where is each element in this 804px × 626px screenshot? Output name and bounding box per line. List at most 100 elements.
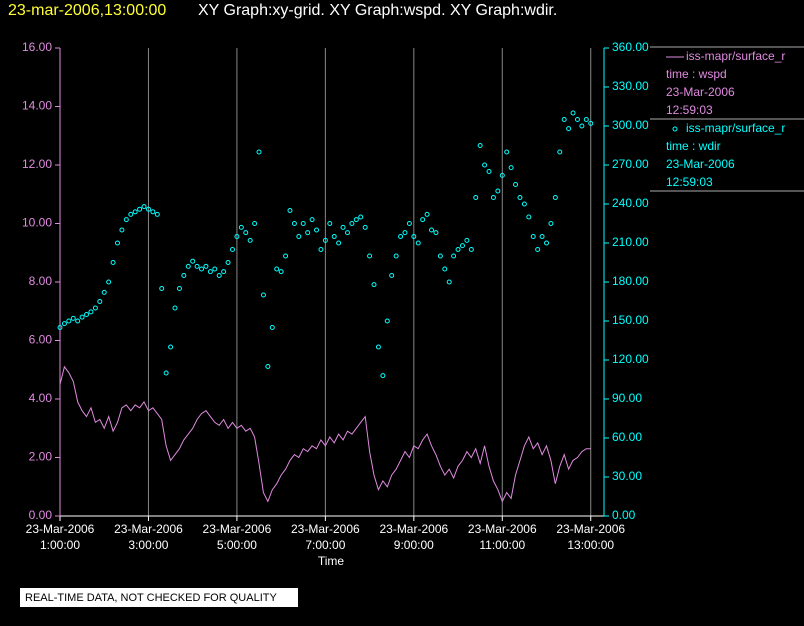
data-point: [322, 237, 328, 243]
data-point: [84, 312, 90, 317]
data-point: [212, 266, 218, 272]
data-point: [495, 188, 501, 194]
data-point: [336, 240, 342, 246]
data-point: [163, 370, 169, 376]
legend-detail: 23-Mar-2006: [666, 85, 735, 99]
data-point: [61, 321, 67, 327]
y2-tick-label: 180.00: [612, 274, 649, 288]
data-point: [490, 195, 496, 200]
x-tick-label: 5:00:00: [217, 538, 257, 552]
data-point: [110, 260, 116, 265]
data-point: [566, 126, 572, 132]
data-point: [358, 214, 364, 220]
y-tick-label: 14.00: [22, 99, 52, 113]
data-point: [468, 247, 474, 252]
y-tick-label: 12.00: [22, 157, 52, 171]
data-point: [331, 234, 337, 239]
data-point: [269, 325, 275, 330]
x-tick-label: 23-Mar-2006: [203, 522, 272, 536]
data-point: [216, 273, 222, 278]
data-point: [92, 305, 98, 311]
data-point: [172, 305, 178, 311]
data-point: [265, 364, 271, 369]
data-point: [274, 266, 280, 272]
data-point: [393, 253, 399, 259]
data-point: [398, 234, 404, 239]
x-tick-label: 23-Mar-2006: [26, 522, 95, 536]
data-point: [588, 120, 594, 126]
data-point: [513, 182, 519, 187]
data-point: [561, 117, 567, 122]
legend-detail: time : wspd: [666, 67, 727, 81]
x-tick-label: 3:00:00: [128, 538, 168, 552]
data-point: [79, 314, 85, 320]
y2-tick-label: 270.00: [612, 157, 649, 171]
data-point: [557, 149, 563, 155]
x-tick-label: 23-Mar-2006: [291, 522, 360, 536]
y-tick-label: 16.00: [22, 40, 52, 54]
x-tick-label: 9:00:00: [394, 538, 434, 552]
data-point: [283, 253, 289, 259]
data-point: [389, 273, 395, 278]
data-point: [539, 234, 545, 239]
legend-entry: iss-mapr/surface_r: [686, 49, 785, 63]
data-point: [459, 243, 465, 249]
data-point: [362, 224, 368, 230]
data-point: [199, 266, 205, 272]
footer-box: [20, 588, 298, 607]
data-point: [344, 230, 350, 236]
data-point: [517, 195, 523, 200]
x-tick-label: 13:00:00: [567, 538, 614, 552]
data-point: [442, 266, 448, 272]
data-point: [287, 208, 293, 213]
data-point: [247, 237, 253, 243]
y2-tick-label: 60.00: [612, 430, 642, 444]
data-point: [530, 234, 536, 239]
y2-tick-label: 210.00: [612, 235, 649, 249]
y2-tick-label: 30.00: [612, 469, 642, 483]
data-point: [106, 279, 112, 285]
y-tick-label: 2.00: [29, 450, 53, 464]
data-point: [305, 230, 311, 236]
data-point: [75, 318, 81, 324]
x-tick-label: 11:00:00: [479, 538, 525, 552]
data-point: [340, 224, 346, 230]
data-point: [548, 221, 554, 226]
data-point: [57, 325, 63, 330]
data-point: [477, 143, 483, 148]
data-point: [583, 117, 589, 122]
data-point: [252, 221, 258, 226]
data-point: [327, 221, 333, 226]
data-point: [574, 117, 580, 122]
data-point: [451, 253, 457, 259]
data-point: [371, 282, 377, 288]
data-point: [185, 263, 191, 269]
data-point: [66, 318, 72, 324]
data-point: [411, 234, 417, 239]
y2-tick-label: 120.00: [612, 352, 649, 366]
data-point: [190, 258, 196, 264]
data-point: [70, 315, 76, 321]
y2-tick-label: 360.00: [612, 40, 649, 54]
legend-detail: 23-Mar-2006: [666, 157, 735, 171]
data-point: [406, 221, 412, 226]
y2-tick-label: 0.00: [612, 508, 636, 522]
data-point: [278, 269, 284, 275]
data-point: [141, 204, 147, 210]
data-point: [154, 211, 160, 217]
data-point: [119, 227, 125, 233]
data-point: [446, 279, 452, 285]
data-point: [168, 344, 174, 350]
x-axis-label: Time: [318, 554, 345, 568]
x-tick-label: 1:00:00: [40, 538, 80, 552]
data-point: [300, 221, 306, 226]
data-point: [504, 149, 510, 155]
x-tick-label: 23-Mar-2006: [468, 522, 537, 536]
data-point: [486, 169, 492, 174]
data-point: [132, 209, 138, 215]
legend-detail: time : wdir: [666, 139, 721, 153]
y2-tick-label: 240.00: [612, 196, 649, 210]
